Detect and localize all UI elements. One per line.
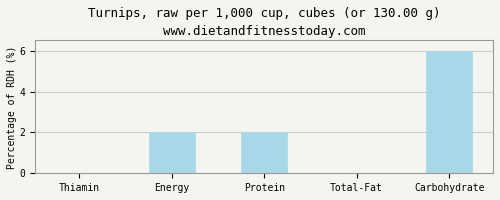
Bar bbox=[148, 132, 195, 173]
Title: Turnips, raw per 1,000 cup, cubes (or 130.00 g)
www.dietandfitnesstoday.com: Turnips, raw per 1,000 cup, cubes (or 13… bbox=[88, 7, 441, 38]
Bar bbox=[426, 51, 472, 173]
Bar bbox=[241, 132, 288, 173]
Y-axis label: Percentage of RDH (%): Percentage of RDH (%) bbox=[7, 45, 17, 169]
